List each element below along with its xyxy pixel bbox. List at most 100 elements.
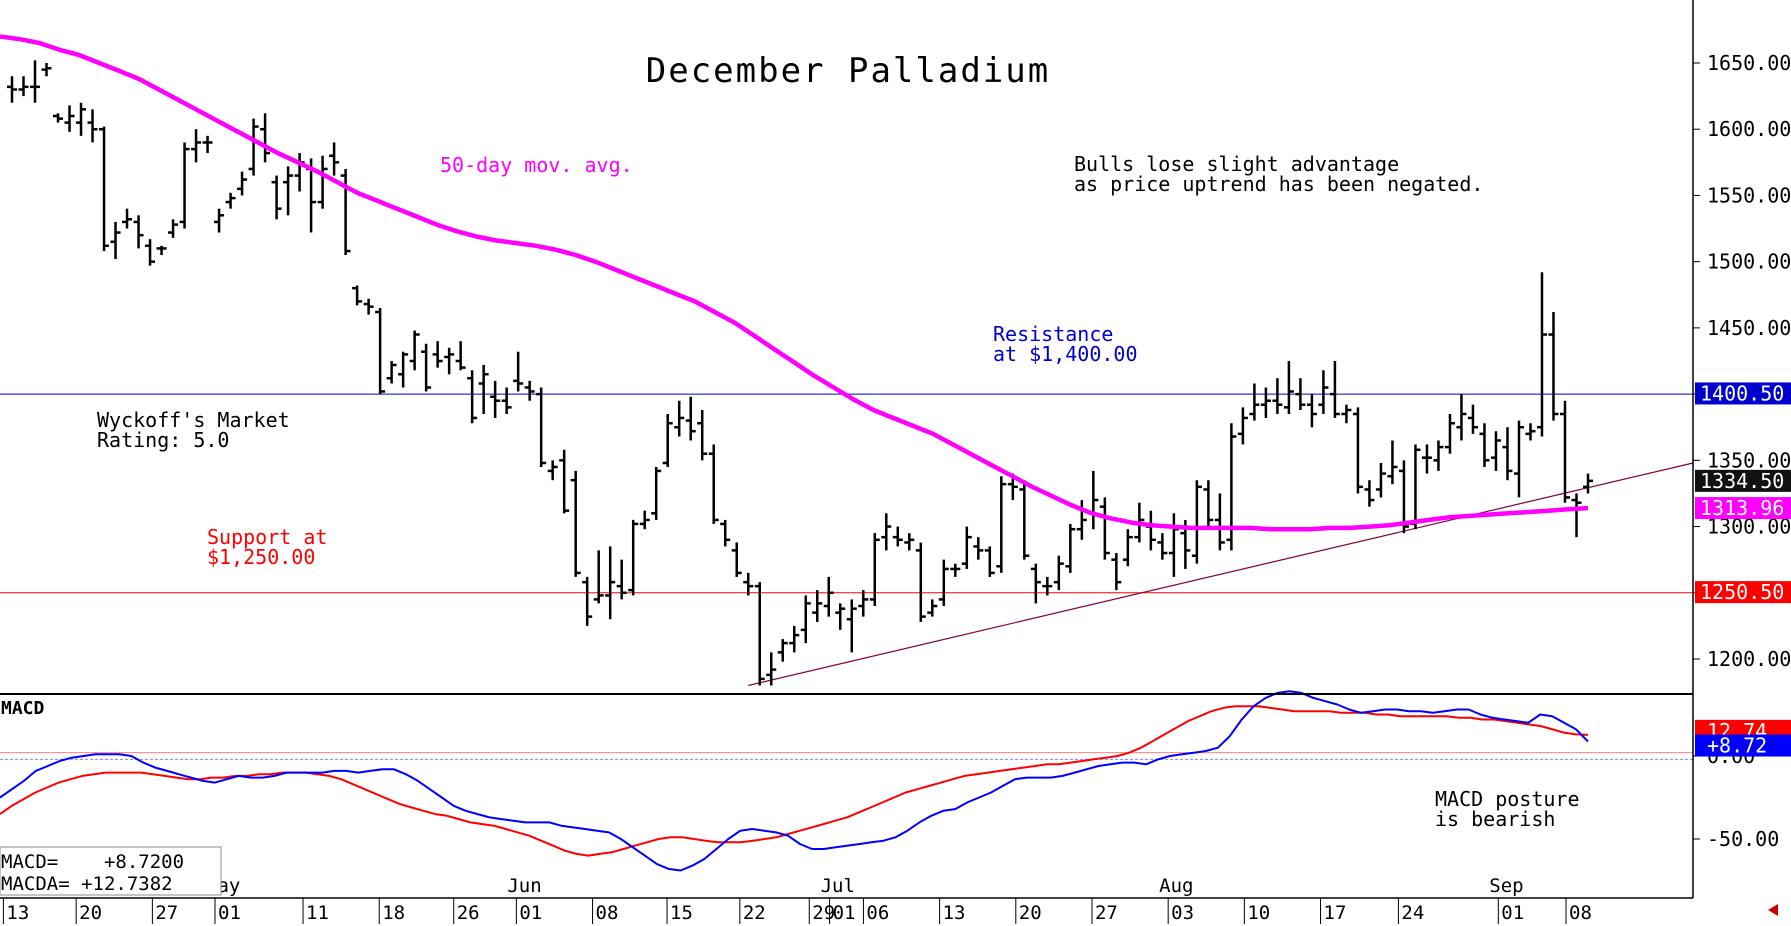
ohlc-bar xyxy=(835,603,846,630)
ohlc-bar xyxy=(1375,462,1386,498)
ohlc-bar xyxy=(1283,361,1294,414)
day-label: 10 xyxy=(1247,902,1270,924)
ohlc-bar xyxy=(812,590,823,622)
ohlc-bar xyxy=(1490,431,1501,471)
ohlc-bar xyxy=(41,63,52,77)
rating-label-1: Wyckoff's Market xyxy=(97,408,290,432)
ohlc-bar xyxy=(1583,473,1593,494)
price-tick-label: 1500.00 xyxy=(1707,250,1791,274)
ohlc-bar xyxy=(1214,493,1225,551)
ohlc-bar xyxy=(1076,500,1087,540)
day-label: 20 xyxy=(79,902,102,924)
day-label: 01 xyxy=(519,902,542,924)
price-tag-label: 1313.96 xyxy=(1700,496,1784,520)
ohlc-bar xyxy=(1467,404,1478,434)
day-label: 15 xyxy=(670,902,693,924)
macd-legend-box xyxy=(0,846,222,896)
resistance-label-2: at $1,400.00 xyxy=(993,342,1138,366)
ohlc-bar xyxy=(179,142,190,229)
ohlc-bar xyxy=(639,510,650,530)
macd-comment-1: MACD posture xyxy=(1435,787,1580,811)
ohlc-bar xyxy=(938,559,949,607)
price-tick-label: 1200.00 xyxy=(1707,647,1791,671)
ohlc-bar xyxy=(202,135,213,154)
macd-legend-line-2: MACDA= +12.7382 xyxy=(1,873,173,895)
ohlc-bar xyxy=(697,410,708,461)
ohlc-bar xyxy=(766,652,777,686)
ohlc-bar xyxy=(950,563,961,577)
ohlc-bar xyxy=(1571,493,1582,538)
ma-label: 50-day mov. avg. xyxy=(440,153,633,177)
ohlc-bar xyxy=(616,559,627,600)
ohlc-bar xyxy=(1525,423,1536,441)
ohlc-bar xyxy=(352,285,363,306)
ohlc-bar xyxy=(823,576,834,617)
ohlc-bar xyxy=(1260,387,1271,418)
day-label: 03 xyxy=(1171,902,1194,924)
ohlc-bar xyxy=(662,413,673,467)
macd-legend-line-1: MACD= +8.7200 xyxy=(1,851,184,873)
ohlc-bar xyxy=(731,542,742,577)
ohlc-bar xyxy=(846,599,857,653)
comment-line-2: as price uptrend has been negated. xyxy=(1074,172,1483,196)
price-tag xyxy=(1695,497,1791,520)
ohlc-bar xyxy=(248,118,259,176)
macd-tag xyxy=(1695,734,1791,757)
ohlc-bar xyxy=(1168,513,1179,577)
ohlc-bar xyxy=(1065,523,1076,573)
ohlc-bar xyxy=(1479,423,1490,467)
day-label: 01 xyxy=(1501,902,1524,924)
day-label: 13 xyxy=(943,902,966,924)
macd-comment-2: is bearish xyxy=(1435,807,1555,831)
ohlc-bar xyxy=(743,572,754,596)
ohlc-bar xyxy=(87,109,98,143)
ohlc-bar xyxy=(858,590,869,617)
ohlc-bar xyxy=(961,526,972,569)
ohlc-bar xyxy=(1042,576,1053,596)
ohlc-bar xyxy=(1444,413,1455,454)
day-label: 22 xyxy=(743,902,766,924)
ohlc-bar xyxy=(375,308,386,395)
macda-line xyxy=(0,705,1589,857)
ohlc-bar xyxy=(214,208,225,233)
month-label: Jul xyxy=(821,875,855,897)
ohlc-bar xyxy=(1122,529,1133,567)
day-label: 01 xyxy=(833,902,856,924)
scroll-right-arrow-icon[interactable] xyxy=(1768,904,1778,916)
ohlc-bar xyxy=(237,171,248,196)
ohlc-bar xyxy=(1329,361,1340,418)
ohlc-bar xyxy=(881,513,892,551)
ohlc-bar xyxy=(1145,510,1156,551)
day-label: 01 xyxy=(218,902,241,924)
uptrend-line xyxy=(748,462,1694,687)
month-label: Aug xyxy=(1159,875,1193,897)
ohlc-bar xyxy=(191,129,202,163)
chart-title: December Palladium xyxy=(646,51,1050,91)
ohlc-bar xyxy=(168,219,179,238)
macd-line xyxy=(0,690,1589,872)
ohlc-bar xyxy=(294,153,305,192)
price-tag-label: 1400.50 xyxy=(1700,381,1784,405)
ohlc-bar xyxy=(260,113,271,163)
ohlc-bar xyxy=(973,537,984,560)
ohlc-bar xyxy=(340,168,351,256)
ohlc-bar xyxy=(777,639,788,662)
ohlc-bar xyxy=(1295,378,1306,411)
ohlc-bar xyxy=(432,341,443,368)
macd-label: MACD xyxy=(1,698,45,719)
ohlc-bar xyxy=(1548,311,1559,421)
price-tick-label: 1650.00 xyxy=(1707,51,1791,75)
ohlc-bar xyxy=(628,519,639,596)
price-tag xyxy=(1695,469,1791,492)
ohlc-bar xyxy=(133,215,144,249)
day-label: 06 xyxy=(866,902,889,924)
month-label: Sep xyxy=(1489,875,1523,897)
ohlc-bar xyxy=(927,599,938,617)
ohlc-bar xyxy=(444,347,455,375)
ohlc-bar xyxy=(271,175,282,220)
ohlc-bar xyxy=(225,192,236,209)
ohlc-bar xyxy=(605,546,616,620)
resistance-label-1: Resistance xyxy=(993,322,1113,346)
ohlc-bar xyxy=(76,102,87,136)
macd-tag-label: +8.72 xyxy=(1707,734,1767,758)
